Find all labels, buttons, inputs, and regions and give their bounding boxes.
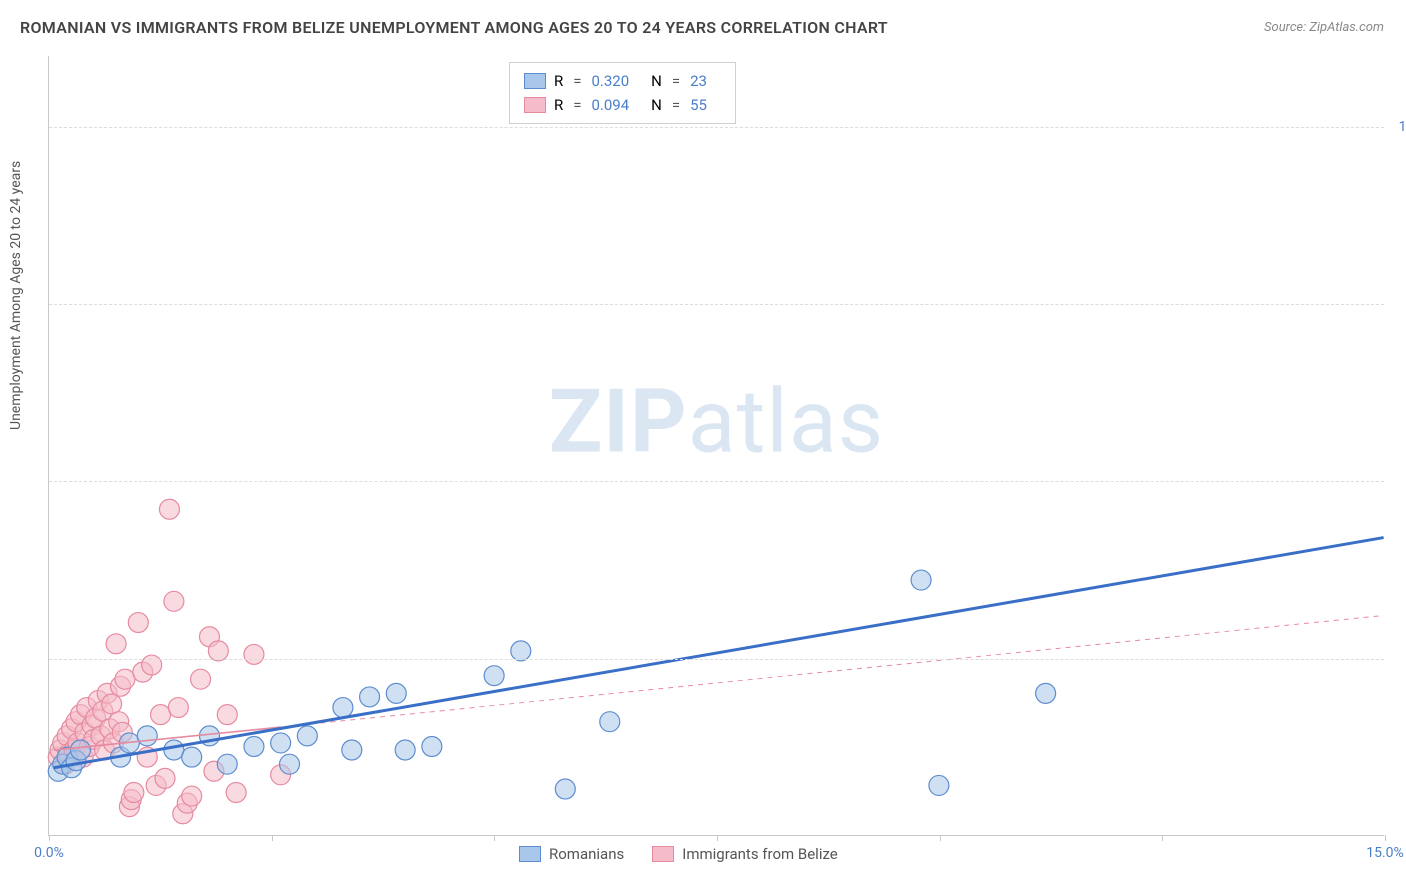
gridline — [49, 659, 1384, 660]
legend-item: Romanians — [519, 845, 624, 863]
data-point — [280, 754, 300, 774]
data-point — [71, 740, 91, 760]
data-point — [151, 705, 171, 725]
data-point — [342, 740, 362, 760]
data-point — [555, 779, 575, 799]
x-tick-label: 0.0% — [34, 845, 64, 861]
data-point — [191, 669, 211, 689]
data-point — [164, 740, 184, 760]
data-point — [217, 705, 237, 725]
data-point — [600, 712, 620, 732]
scatter-plot-svg — [49, 56, 1384, 835]
x-tick — [1385, 835, 1386, 841]
data-point — [106, 634, 126, 654]
legend-label: Romanians — [549, 845, 624, 863]
data-point — [217, 754, 237, 774]
gridline — [49, 481, 1384, 482]
x-tick-label: 15.0% — [1366, 845, 1404, 861]
x-tick — [1162, 835, 1163, 841]
x-tick — [717, 835, 718, 841]
data-point — [297, 726, 317, 746]
data-point — [929, 775, 949, 795]
y-tick-label: 100.0% — [1399, 119, 1406, 135]
data-point — [115, 669, 135, 689]
x-tick — [940, 835, 941, 841]
data-point — [395, 740, 415, 760]
legend-swatch — [652, 846, 674, 862]
data-point — [271, 733, 291, 753]
legend-label: Immigrants from Belize — [682, 845, 838, 863]
data-point — [422, 736, 442, 756]
gridline — [49, 304, 1384, 305]
data-point — [182, 786, 202, 806]
data-point — [164, 591, 184, 611]
gridline — [49, 127, 1384, 128]
y-axis-label: Unemployment Among Ages 20 to 24 years — [8, 161, 24, 430]
data-point — [244, 736, 264, 756]
data-point — [244, 644, 264, 664]
legend-swatch — [519, 846, 541, 862]
data-point — [333, 698, 353, 718]
data-point — [137, 726, 157, 746]
data-point — [386, 683, 406, 703]
data-point — [182, 747, 202, 767]
data-point — [911, 570, 931, 590]
legend-item: Immigrants from Belize — [652, 845, 838, 863]
data-point — [168, 698, 188, 718]
data-point — [128, 613, 148, 633]
chart-title: ROMANIAN VS IMMIGRANTS FROM BELIZE UNEMP… — [20, 18, 888, 37]
data-point — [124, 783, 144, 803]
x-tick — [49, 835, 50, 841]
series-legend: Romanians Immigrants from Belize — [519, 845, 838, 863]
data-point — [155, 768, 175, 788]
data-point — [360, 687, 380, 707]
source-attribution: Source: ZipAtlas.com — [1264, 20, 1384, 35]
data-point — [159, 499, 179, 519]
data-point — [226, 783, 246, 803]
data-point — [484, 666, 504, 686]
data-point — [1036, 683, 1056, 703]
chart-plot-area: ZIPatlas R= 0.320 N= 23 R= 0.094 N= 55 R… — [48, 56, 1384, 836]
x-tick — [272, 835, 273, 841]
data-point — [102, 694, 122, 714]
x-tick — [494, 835, 495, 841]
